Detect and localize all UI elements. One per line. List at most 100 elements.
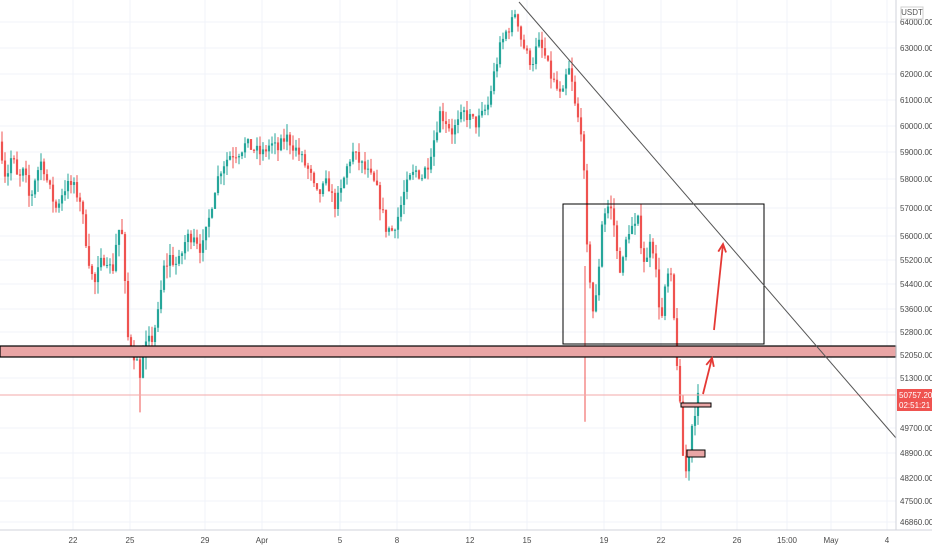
candle-down <box>276 142 280 151</box>
candle-up <box>219 173 223 177</box>
projection-arrow-head <box>705 355 715 367</box>
candle-down <box>372 172 376 181</box>
price-tick-label: 49700.00 <box>900 424 932 433</box>
candle-down <box>444 121 448 125</box>
price-tick-label: 51300.00 <box>900 374 932 383</box>
candle-down <box>516 14 520 27</box>
candle-up <box>495 64 499 72</box>
candle-up <box>168 255 172 266</box>
candle-up <box>402 191 406 205</box>
candle-down <box>612 208 616 226</box>
candle-up <box>567 68 571 75</box>
candle-down <box>354 151 358 153</box>
range-box <box>562 203 765 345</box>
time-tick-label: 26 <box>733 536 742 545</box>
candle-down <box>357 151 361 163</box>
candle-down <box>660 307 664 316</box>
candle-up <box>498 42 502 65</box>
candle-up <box>405 179 409 192</box>
candle-down <box>75 182 79 198</box>
candle-up <box>156 309 160 328</box>
candle-down <box>24 168 28 176</box>
candle-down <box>102 257 106 266</box>
candle-up <box>480 110 484 116</box>
candle-down <box>330 191 334 193</box>
candle-up <box>99 257 103 268</box>
candle-down <box>540 39 544 49</box>
currency-label: USDT <box>901 8 923 17</box>
candle-up <box>213 193 217 209</box>
projection-arrow-head <box>717 241 727 253</box>
candle-down <box>81 201 85 215</box>
candle-down <box>189 233 193 243</box>
candle-down <box>642 248 646 262</box>
candle-up <box>162 265 166 290</box>
candle-down <box>591 282 595 312</box>
candle-up <box>135 359 139 361</box>
candle-up <box>243 143 247 153</box>
candle-down <box>198 243 202 253</box>
time-tick-label: 29 <box>201 536 210 545</box>
candle-down <box>51 184 55 202</box>
candle-up <box>33 180 37 195</box>
candle-up <box>240 152 244 157</box>
candle-up <box>348 161 352 167</box>
candle-up <box>408 174 412 180</box>
price-axis[interactable]: 64000.00 63000.00 62000.00 61000.00 60000.00… <box>895 0 932 530</box>
candle-down <box>3 160 7 177</box>
candle-down <box>588 244 592 283</box>
candle-up <box>177 255 181 264</box>
candle-down <box>195 237 199 244</box>
candle-up <box>468 114 472 120</box>
candle-down <box>93 274 97 283</box>
candle-up <box>105 264 109 266</box>
candle-down <box>363 161 367 170</box>
price-tick-label: 57000.00 <box>900 204 932 213</box>
price-tick-label: 56000.00 <box>900 232 932 241</box>
candle-up <box>261 149 265 155</box>
candle-down <box>123 234 127 281</box>
candle-down <box>369 168 373 173</box>
candle-down <box>654 253 658 270</box>
candle-up <box>207 217 211 227</box>
candle-up <box>636 215 640 224</box>
candle-up <box>246 139 250 144</box>
candle-up <box>60 195 64 204</box>
candle-down <box>585 170 589 245</box>
candle-down <box>48 180 52 185</box>
candle-up <box>174 263 178 265</box>
candle-up <box>351 151 355 162</box>
candle-up <box>345 166 349 178</box>
candle-up <box>594 295 598 312</box>
candle-up <box>321 183 325 195</box>
candle-down <box>312 172 316 184</box>
candle-up <box>663 286 667 316</box>
candle-down <box>579 117 583 135</box>
candle-down <box>111 264 115 271</box>
candle-down <box>282 138 286 142</box>
candle-up <box>606 206 610 214</box>
candle-down <box>609 206 613 209</box>
candle-up <box>501 38 505 43</box>
candle-down <box>639 215 643 249</box>
candle-up <box>222 166 226 174</box>
price-tick-label: 61000.00 <box>900 96 932 105</box>
candle-up <box>486 104 490 110</box>
candle-down <box>303 154 307 166</box>
candle-down <box>90 265 94 275</box>
candle-down <box>234 157 238 159</box>
candle-up <box>489 91 493 105</box>
last-price-badge <box>897 389 932 411</box>
time-axis[interactable]: 22 25 29 Apr 5 8 12 15 19 22 26 15:00 May 4 <box>0 529 932 545</box>
candle-down <box>264 149 268 152</box>
candle-up <box>108 264 112 266</box>
candle-down <box>42 161 46 175</box>
candle-up <box>9 158 13 174</box>
candle-down <box>315 183 319 190</box>
candle-up <box>63 191 67 196</box>
candle-down <box>45 174 49 181</box>
candle-up <box>456 119 460 125</box>
candle-down <box>333 192 337 210</box>
